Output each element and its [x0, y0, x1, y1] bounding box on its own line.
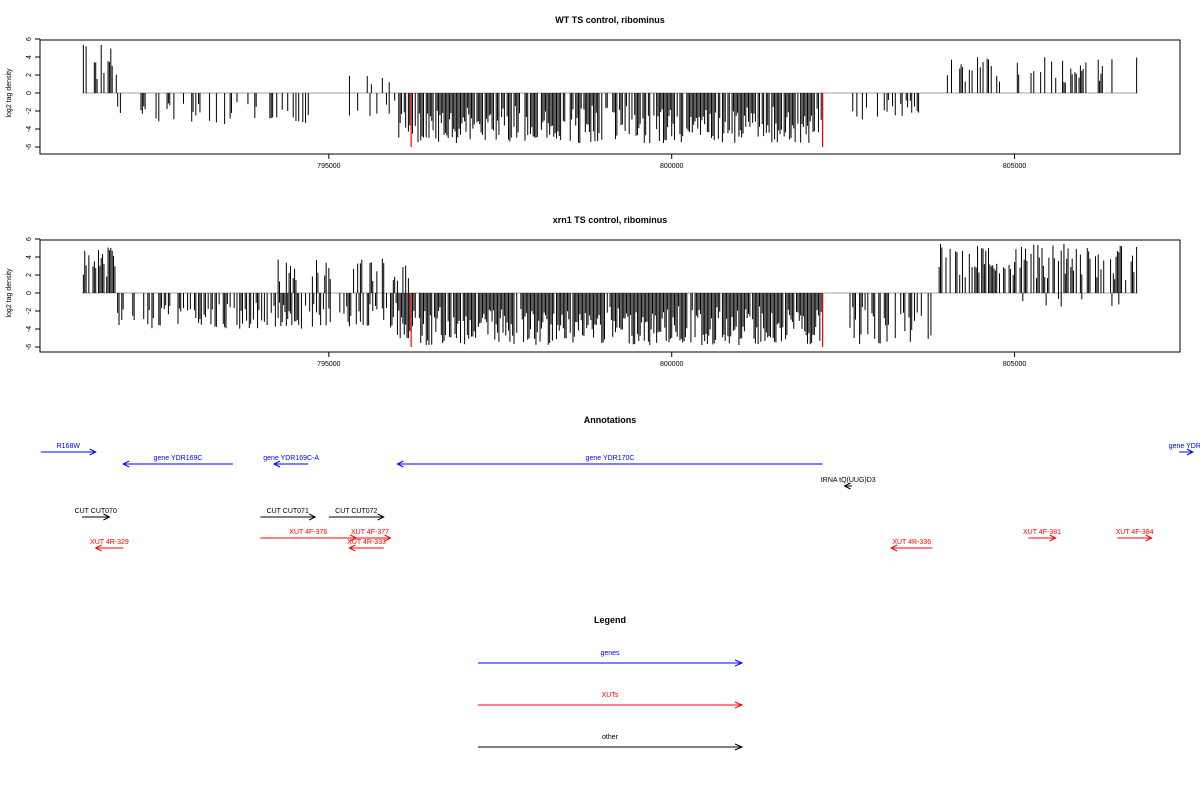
feature-arrowhead [348, 544, 356, 552]
feature-arrowhead [122, 460, 130, 468]
legend-label: genes [600, 650, 620, 657]
feature-label: XUT 4R-333 [347, 539, 386, 546]
x-tick-label: 795000 [317, 163, 340, 170]
y-tick-label: -6 [26, 144, 33, 150]
xrn1-y-axis-label: log2 tag density [6, 268, 13, 318]
x-tick-label: 800000 [660, 361, 683, 368]
legend-label: other [602, 734, 619, 741]
feature-label: gene YDR170C [586, 455, 635, 462]
wt-track-title: WT TS control, ribominus [555, 15, 665, 25]
legend-panel: Legend genes XUTs other [478, 615, 744, 751]
y-tick-label: 4 [26, 255, 33, 259]
feature-label: CUT CUT072 [335, 508, 377, 515]
legend-arrowhead [734, 743, 744, 751]
legend-label: XUTs [602, 692, 619, 699]
feature-label: XUT 4F-377 [351, 529, 389, 536]
feature-arrowhead [843, 482, 851, 490]
feature-label: gene YDR· [1169, 443, 1200, 450]
feature-label: CUT CUT071 [267, 508, 309, 515]
x-tick-label: 805000 [1003, 163, 1026, 170]
annotation-features: R168W gene YDR169C gene YDR169C-A gene YDR1… [40, 443, 1200, 552]
feature-arrowhead [94, 544, 102, 552]
feature-label: gene YDR169C-A [263, 455, 319, 462]
feature-label: CUT CUT070 [75, 508, 117, 515]
feature-arrowhead [272, 460, 281, 468]
xrn1-track-panel: xrn1 TS control, ribominus log2 tag dens… [6, 215, 1181, 368]
feature-label: XUT 4F-381 [1023, 529, 1061, 536]
feature-arrowhead [89, 448, 97, 456]
wt-plot-frame [39, 39, 1181, 155]
annotations-panel: Annotations R168W gene YDR169C gene YDR169… [40, 415, 1200, 552]
feature-arrowhead [890, 544, 898, 552]
wt-y-axis-label: log2 tag density [6, 68, 13, 118]
y-tick-label: -2 [26, 308, 33, 314]
y-tick-label: -6 [26, 344, 33, 350]
legend-title: Legend [594, 615, 626, 625]
legend-arrowhead [734, 659, 744, 667]
xrn1-x-axis: 795000 800000 805000 [317, 352, 1026, 368]
feature-arrowhead [1049, 534, 1057, 542]
y-tick-label: -2 [26, 108, 33, 114]
y-tick-label: 6 [26, 37, 33, 41]
y-tick-label: -4 [26, 126, 33, 132]
feature-arrowhead [103, 513, 111, 521]
feature-arrowhead [308, 513, 317, 521]
y-tick-label: 6 [26, 237, 33, 241]
y-tick-label: 4 [26, 55, 33, 59]
legend-arrowhead [734, 701, 744, 709]
x-tick-label: 800000 [660, 163, 683, 170]
feature-arrowhead [1145, 534, 1153, 542]
feature-label: XUT 4R-336 [892, 539, 931, 546]
feature-label: tRNA tQ(UUG)D3 [821, 477, 876, 484]
feature-arrowhead [396, 460, 404, 468]
feature-arrowhead [384, 534, 392, 542]
xrn1-y-axis: 6 4 2 0 -2 -4 -6 [26, 237, 41, 350]
x-tick-label: 795000 [317, 361, 340, 368]
feature-arrowhead [1186, 448, 1194, 456]
legend-items: genes XUTs other [478, 650, 744, 751]
annotations-title: Annotations [584, 415, 637, 425]
feature-label: R168W [57, 443, 81, 450]
x-tick-label: 805000 [1003, 361, 1026, 368]
feature-label: XUT 4R-329 [90, 539, 129, 546]
xrn1-bars [82, 243, 1138, 347]
xrn1-track-title: xrn1 TS control, ribominus [553, 215, 668, 225]
wt-y-axis: 6 4 2 0 -2 -4 -6 [26, 37, 41, 150]
feature-arrowhead [377, 513, 385, 521]
wt-track-panel: WT TS control, ribominus log2 tag densit… [6, 15, 1181, 170]
y-tick-label: 2 [26, 73, 33, 77]
feature-label: XUT 4F-376 [289, 529, 327, 536]
y-tick-label: 0 [26, 91, 33, 95]
y-tick-label: 0 [26, 291, 33, 295]
y-tick-label: 2 [26, 273, 33, 277]
y-tick-label: -4 [26, 326, 33, 332]
wt-x-axis: 795000 800000 805000 [317, 154, 1026, 170]
feature-label: gene YDR169C [154, 455, 203, 462]
wt-bars [82, 44, 1138, 147]
feature-label: XUT 4F-384 [1116, 529, 1154, 536]
